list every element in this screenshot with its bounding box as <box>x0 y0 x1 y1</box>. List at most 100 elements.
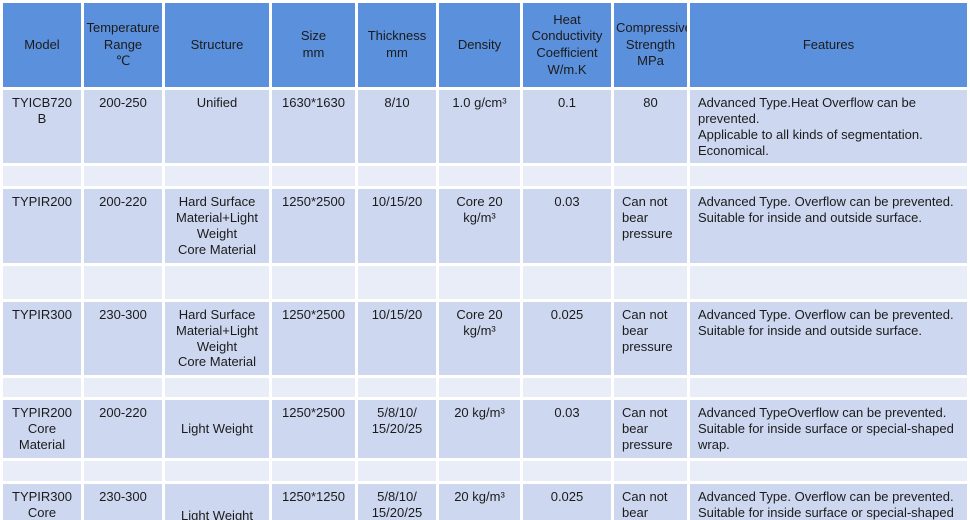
temperature-range-cell: 200-220 <box>84 400 162 458</box>
features-cell: Advanced Type.Heat Overflow can be preve… <box>690 90 967 164</box>
header-row: Model Temperature Range ℃ Structure Size mm… <box>3 3 967 87</box>
model-cell: TYPIR300 <box>3 301 81 376</box>
spacer-row <box>3 265 967 299</box>
heat-conductivity-coefficient-cell: 0.025 <box>523 483 611 520</box>
model-cell: TYPIR200 <box>3 189 81 263</box>
spacer-cell <box>523 166 611 187</box>
table-header: Model Temperature Range ℃ Structure Size mm… <box>3 3 967 87</box>
features-cell: Advanced TypeOverflow can be prevented. … <box>690 400 967 458</box>
spacer-cell <box>439 378 520 398</box>
spacer-cell <box>439 460 520 481</box>
spacer-cell <box>272 166 355 187</box>
spacer-cell <box>690 166 967 187</box>
column-header-heat-conductivity-coefficient: Heat Conductivity Coefficient W/m.K <box>523 3 611 87</box>
table-row: TYPIR300 230-300 Hard Surface Material+Lig… <box>3 301 967 376</box>
model-cell: TYICB720 B <box>3 90 81 164</box>
temperature-range-cell: 230-300 <box>84 483 162 520</box>
size-cell: 1250*1250 <box>272 483 355 520</box>
spacer-cell <box>165 166 269 187</box>
spacer-cell <box>3 460 81 481</box>
spacer-cell <box>614 460 687 481</box>
heat-conductivity-coefficient-cell: 0.03 <box>523 189 611 263</box>
column-header-structure: Structure <box>165 3 269 87</box>
structure-cell: Hard Surface Material+Light Weight Core … <box>165 189 269 263</box>
temperature-range-cell: 230-300 <box>84 301 162 376</box>
temperature-range-cell: 200-220 <box>84 189 162 263</box>
spacer-cell <box>439 265 520 299</box>
spacer-cell <box>3 378 81 398</box>
spacer-row <box>3 460 967 481</box>
density-cell: 1.0 g/cm³ <box>439 90 520 164</box>
spacer-cell <box>165 265 269 299</box>
spacer-cell <box>272 265 355 299</box>
spacer-cell <box>358 265 436 299</box>
spacer-cell <box>614 378 687 398</box>
compressive-strength-cell: Can not bear pressure <box>614 189 687 263</box>
spacer-cell <box>523 265 611 299</box>
heat-conductivity-coefficient-cell: 0.03 <box>523 400 611 458</box>
density-cell: Core 20 kg/m³ <box>439 189 520 263</box>
spacer-cell <box>84 265 162 299</box>
size-cell: 1250*2500 <box>272 189 355 263</box>
compressive-strength-cell: Can not bear pressure <box>614 400 687 458</box>
density-cell: 20 kg/m³ <box>439 483 520 520</box>
features-cell: Advanced Type. Overflow can be prevented… <box>690 301 967 376</box>
density-cell: 20 kg/m³ <box>439 400 520 458</box>
spacer-cell <box>358 378 436 398</box>
structure-cell: Hard Surface Material+Light Weight Core … <box>165 301 269 376</box>
column-header-density: Density <box>439 3 520 87</box>
compressive-strength-cell: Can not bear pressure <box>614 301 687 376</box>
spacer-cell <box>523 378 611 398</box>
column-header-temperature-range: Temperature Range ℃ <box>84 3 162 87</box>
density-cell: Core 20 kg/m³ <box>439 301 520 376</box>
heat-conductivity-coefficient-cell: 0.1 <box>523 90 611 164</box>
model-cell: TYPIR300 Core Material <box>3 483 81 520</box>
spacer-cell <box>439 166 520 187</box>
spacer-cell <box>690 460 967 481</box>
model-cell: TYPIR200 Core Material <box>3 400 81 458</box>
column-header-model: Model <box>3 3 81 87</box>
column-header-compressive-strength: Compressive Strength MPa <box>614 3 687 87</box>
features-cell: Advanced Type. Overflow can be prevented… <box>690 483 967 520</box>
thickness-cell: 5/8/10/ 15/20/25 <box>358 483 436 520</box>
size-cell: 1630*1630 <box>272 90 355 164</box>
spacer-cell <box>3 166 81 187</box>
thickness-cell: 5/8/10/ 15/20/25 <box>358 400 436 458</box>
spacer-cell <box>614 265 687 299</box>
size-cell: 1250*2500 <box>272 301 355 376</box>
thickness-cell: 8/10 <box>358 90 436 164</box>
spacer-cell <box>690 265 967 299</box>
structure-cell: Unified <box>165 90 269 164</box>
compressive-strength-cell: Can not bear pressure <box>614 483 687 520</box>
spacer-cell <box>84 460 162 481</box>
structure-cell: Light Weight <box>165 483 269 520</box>
spacer-cell <box>272 378 355 398</box>
column-header-features: Features <box>690 3 967 87</box>
spacer-cell <box>358 166 436 187</box>
spacer-cell <box>690 378 967 398</box>
column-header-thickness: Thickness mm <box>358 3 436 87</box>
spacer-row <box>3 378 967 398</box>
table-row: TYPIR200 Core Material 200-220 Light Weigh… <box>3 400 967 458</box>
size-cell: 1250*2500 <box>272 400 355 458</box>
spacer-row <box>3 166 967 187</box>
spacer-cell <box>614 166 687 187</box>
spacer-cell <box>84 166 162 187</box>
spacer-cell <box>84 378 162 398</box>
spacer-cell <box>165 378 269 398</box>
table-row: TYPIR200 200-220 Hard Surface Material+Lig… <box>3 189 967 263</box>
spacer-cell <box>272 460 355 481</box>
temperature-range-cell: 200-250 <box>84 90 162 164</box>
features-cell: Advanced Type. Overflow can be prevented… <box>690 189 967 263</box>
thickness-cell: 10/15/20 <box>358 189 436 263</box>
table-body: TYICB720 B 200-250 Unified 1630*1630 8/10 1.0… <box>3 90 967 520</box>
compressive-strength-cell: 80 <box>614 90 687 164</box>
spacer-cell <box>358 460 436 481</box>
heat-conductivity-coefficient-cell: 0.025 <box>523 301 611 376</box>
structure-cell: Light Weight <box>165 400 269 458</box>
column-header-size: Size mm <box>272 3 355 87</box>
spacer-cell <box>165 460 269 481</box>
